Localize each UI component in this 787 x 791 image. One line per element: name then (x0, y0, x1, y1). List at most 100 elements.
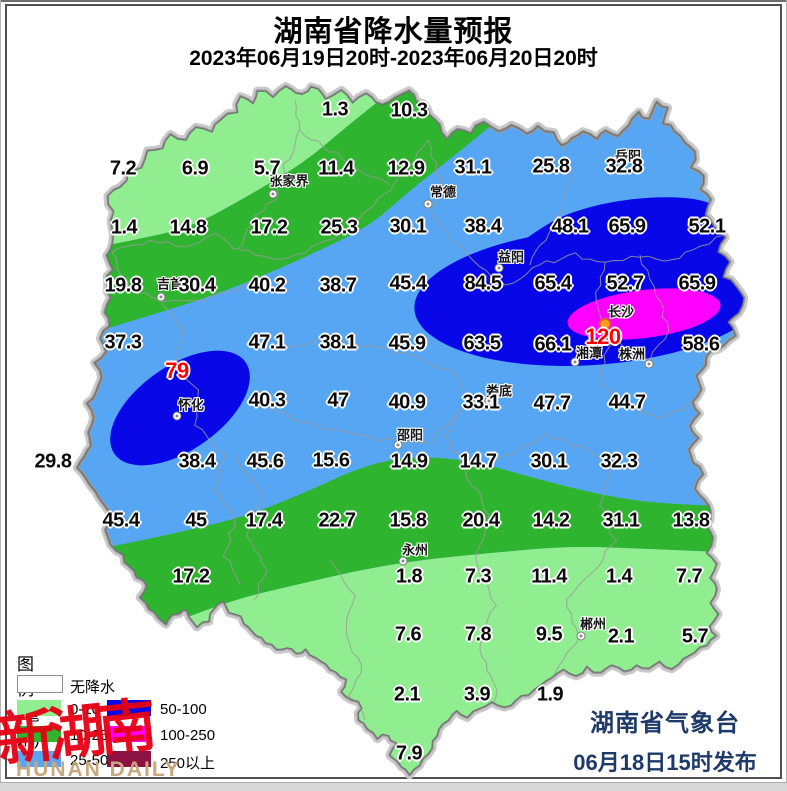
station-value: 14.2 (532, 509, 570, 532)
city-label: 邵阳 (396, 427, 424, 443)
legend-swatch (107, 726, 151, 742)
station-value: 30.4 (178, 274, 216, 297)
station-value: 7.2 (109, 157, 137, 180)
city-label: 怀化 (177, 397, 205, 413)
legend-label: 10-25 (70, 727, 109, 744)
station-value: 11.4 (531, 565, 567, 588)
station-value: 31.1 (454, 156, 492, 179)
legend-label: 25-50 (70, 752, 109, 769)
station-value: 3.9 (463, 683, 491, 706)
publish-time: 06月18日15时发布 (573, 750, 757, 775)
station-value: 38.7 (319, 274, 357, 297)
legend-label: 50-100 (160, 701, 207, 718)
station-value: 1.8 (395, 565, 423, 588)
window-bottom-strip (0, 782, 787, 791)
legend-label: 100-250 (160, 727, 216, 744)
station-value: 14.8 (169, 216, 207, 239)
city-label: 长沙 (607, 304, 635, 320)
city-marker (608, 163, 618, 173)
station-value: 32.8 (605, 155, 643, 178)
station-value: 7.9 (395, 742, 423, 765)
station-value: 45.9 (388, 332, 426, 355)
station-value: 14.7 (459, 450, 497, 473)
station-value: 32.3 (600, 450, 638, 473)
city-label: 常德 (429, 184, 457, 200)
city-marker (576, 631, 586, 641)
publisher-agency: 湖南省气象台 (590, 710, 740, 737)
city-marker (484, 396, 494, 406)
station-value: 11.4 (318, 157, 354, 180)
legend-swatch (17, 675, 63, 693)
legend-label: 无降水 (70, 679, 116, 696)
station-value: 7.7 (675, 565, 703, 588)
station-value: 7.6 (394, 623, 422, 646)
station-value: 6.9 (181, 157, 209, 180)
station-value: 79 (165, 358, 189, 383)
station-value: 45.6 (246, 450, 284, 473)
station-value: 1.9 (536, 683, 564, 706)
city-label: 吉首 (156, 276, 184, 292)
city-marker (398, 556, 408, 566)
station-value: 7.3 (464, 565, 492, 588)
station-value: 84.5 (464, 272, 502, 295)
station-value: 17.2 (172, 565, 210, 588)
publisher-block: 湖南省气象台 06月18日15时发布 (545, 703, 785, 777)
station-value: 120 (585, 324, 621, 349)
station-value: 9.5 (535, 623, 563, 646)
city-label: 岳阳 (614, 148, 642, 164)
station-value: 7.8 (464, 623, 492, 646)
station-value: 52.1 (688, 215, 726, 238)
station-value: 30.1 (530, 450, 568, 473)
legend-swatch (107, 700, 151, 716)
station-value: 47.1 (248, 331, 286, 354)
city-marker (570, 357, 580, 367)
city-marker (494, 263, 504, 273)
station-value: 2.1 (393, 683, 421, 706)
station-value: 52.7 (606, 272, 644, 295)
page-title: 湖南省降水量预报 (273, 16, 514, 48)
station-value: 65.9 (608, 215, 646, 238)
city-marker (268, 189, 278, 199)
station-value: 37.3 (104, 331, 142, 354)
station-value: 45 (185, 509, 207, 532)
station-value: 40.9 (388, 391, 426, 414)
station-value: 45.4 (389, 272, 427, 295)
station-value: 45.4 (102, 509, 140, 532)
legend-swatch (17, 751, 61, 767)
station-value: 58.6 (682, 333, 720, 356)
station-value: 19.8 (104, 274, 142, 297)
station-value: 20.4 (462, 509, 500, 532)
city-marker (423, 199, 433, 209)
legend-swatch (17, 726, 61, 742)
station-value: 25.8 (532, 155, 570, 178)
station-value: 66.1 (534, 333, 572, 356)
station-value: 14.9 (390, 450, 428, 473)
station-value: 63.5 (463, 332, 501, 355)
station-value: 12.9 (387, 157, 425, 180)
city-label: 株洲 (618, 346, 646, 362)
map-frame-border (5, 4, 782, 779)
station-value: 15.6 (312, 449, 350, 472)
station-value: 17.2 (250, 216, 288, 239)
station-value: 44.7 (608, 391, 646, 414)
station-value: 1.4 (605, 565, 633, 588)
station-value: 25.3 (320, 216, 358, 239)
station-value: 30.1 (389, 215, 427, 238)
forecast-period: 2023年06月19日20时-2023年06月20日20时 (189, 47, 598, 70)
window-top-strip (0, 0, 787, 2)
station-value: 31.1 (602, 509, 640, 532)
station-value: 47 (327, 389, 349, 412)
station-value: 40.2 (248, 274, 286, 297)
station-value: 1.4 (110, 216, 138, 239)
station-value: 22.7 (318, 509, 356, 532)
capital-marker (599, 318, 611, 330)
city-label: 娄底 (485, 383, 513, 399)
legend-label: 250以上 (160, 755, 216, 772)
station-value: 15.8 (389, 509, 427, 532)
station-value: 17.4 (245, 509, 283, 532)
station-value: 5.7 (253, 157, 281, 180)
city-label: 张家界 (269, 173, 309, 189)
